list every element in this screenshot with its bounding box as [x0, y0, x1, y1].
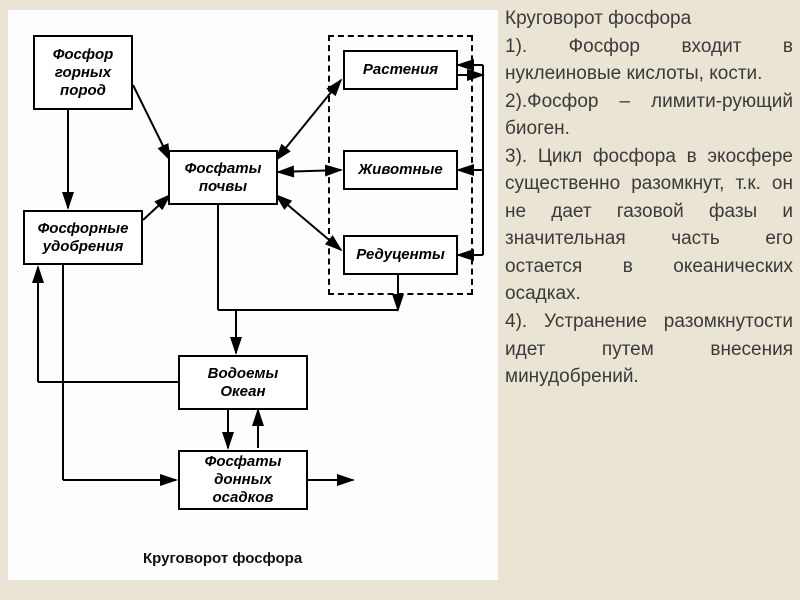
text-p3: 3). Цикл фосфора в экосфере существенно … [505, 143, 793, 308]
text-title: Круговорот фосфора [505, 5, 793, 33]
node-label: Фосфорные удобрения [29, 220, 137, 256]
text-p4: 4). Устранение разомкнутости идет путем … [505, 308, 793, 391]
node-reducers: Редуценты [343, 235, 458, 275]
diagram-caption: Круговорот фосфора [143, 550, 302, 567]
node-label: Фосфаты донных осадков [184, 453, 302, 507]
node-rocks: Фосфор горных пород [33, 35, 133, 110]
node-fertilizers: Фосфорные удобрения [23, 210, 143, 265]
node-label: Редуценты [356, 246, 445, 264]
node-animals: Животные [343, 150, 458, 190]
node-label: Фосфор горных пород [39, 46, 127, 100]
node-label: Фосфаты почвы [174, 160, 272, 196]
node-label: Растения [363, 61, 438, 79]
node-sediments: Фосфаты донных осадков [178, 450, 308, 510]
node-plants: Растения [343, 50, 458, 90]
text-panel: Круговорот фосфора 1). Фосфор входит в н… [505, 5, 793, 595]
node-label: Животные [358, 161, 442, 179]
node-soil: Фосфаты почвы [168, 150, 278, 205]
diagram-area: Фосфор горных пород Фосфорные удобрения … [8, 10, 498, 580]
text-p1: 1). Фосфор входит в нуклеиновые кислоты,… [505, 33, 793, 88]
text-p2: 2).Фосфор – лимити-рующий биоген. [505, 88, 793, 143]
node-ocean: Водоемы Океан [178, 355, 308, 410]
node-label: Водоемы Океан [184, 365, 302, 401]
